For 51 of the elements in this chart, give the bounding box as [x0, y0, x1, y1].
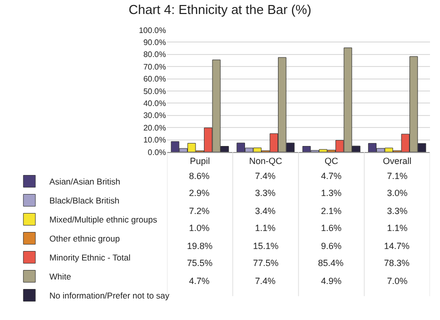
- x-tick-label: QC: [324, 156, 339, 166]
- legend-label: Asian/Asian British: [49, 176, 121, 187]
- data-label: 75.5%: [187, 258, 213, 268]
- data-label: 8.6%: [189, 171, 210, 181]
- data-label: 1.1%: [255, 223, 276, 233]
- data-label: 78.3%: [384, 258, 410, 268]
- data-label: 85.4%: [318, 258, 344, 268]
- data-label: 1.6%: [321, 223, 342, 233]
- data-label: 2.9%: [189, 188, 210, 198]
- y-tick-label: 60.0%: [143, 74, 166, 84]
- y-tick-label: 30.0%: [143, 111, 166, 120]
- data-label: 4.7%: [321, 171, 342, 181]
- y-tick-label: 90.0%: [143, 38, 166, 47]
- data-label: 7.1%: [387, 171, 408, 181]
- y-tick-label: 20.0%: [143, 123, 166, 132]
- data-label: 3.0%: [387, 188, 408, 198]
- x-tick-label: Pupil: [190, 156, 210, 166]
- data-label: 3.3%: [255, 188, 276, 198]
- legend-label: White: [49, 272, 72, 282]
- data-label: 15.1%: [253, 241, 279, 251]
- y-tick-label: 80.0%: [143, 50, 166, 60]
- y-tick-label: 40.0%: [143, 99, 166, 108]
- data-label: 7.0%: [387, 276, 408, 286]
- data-label: 14.7%: [384, 241, 410, 251]
- data-label: 7.4%: [255, 276, 276, 286]
- data-label: 7.2%: [189, 206, 210, 216]
- data-label: 9.6%: [321, 241, 342, 251]
- data-label: 3.4%: [255, 206, 276, 216]
- data-label: 1.1%: [387, 223, 408, 233]
- chart-title: Chart 4: Ethnicity at the Bar (%): [128, 2, 312, 17]
- y-tick-label: 0.0%: [148, 148, 166, 157]
- data-label: 2.1%: [321, 206, 342, 216]
- legend-label: No information/Prefer not to say: [49, 290, 170, 301]
- legend-label: Minority Ethnic - Total: [49, 252, 131, 263]
- y-tick-label: 70.0%: [143, 62, 166, 72]
- y-tick-label: 100.0%: [138, 26, 166, 35]
- legend-label: Other ethnic group: [49, 234, 120, 244]
- data-label: 3.3%: [387, 206, 408, 216]
- data-label: 4.9%: [321, 276, 342, 286]
- data-label: 1.0%: [189, 223, 210, 233]
- y-tick-label: 50.0%: [143, 86, 166, 96]
- data-label: 77.5%: [253, 258, 279, 268]
- y-tick-label: 10.0%: [143, 136, 166, 145]
- data-label: 1.3%: [321, 188, 342, 198]
- data-label: 4.7%: [189, 276, 210, 286]
- x-tick-label: Non-QC: [249, 156, 283, 166]
- x-tick-label: Overall: [382, 156, 412, 166]
- legend-label: Mixed/Multiple ethnic groups: [49, 214, 158, 225]
- legend-label: Black/Black British: [49, 196, 120, 206]
- data-label: 19.8%: [187, 241, 213, 251]
- data-label: 7.4%: [255, 171, 276, 181]
